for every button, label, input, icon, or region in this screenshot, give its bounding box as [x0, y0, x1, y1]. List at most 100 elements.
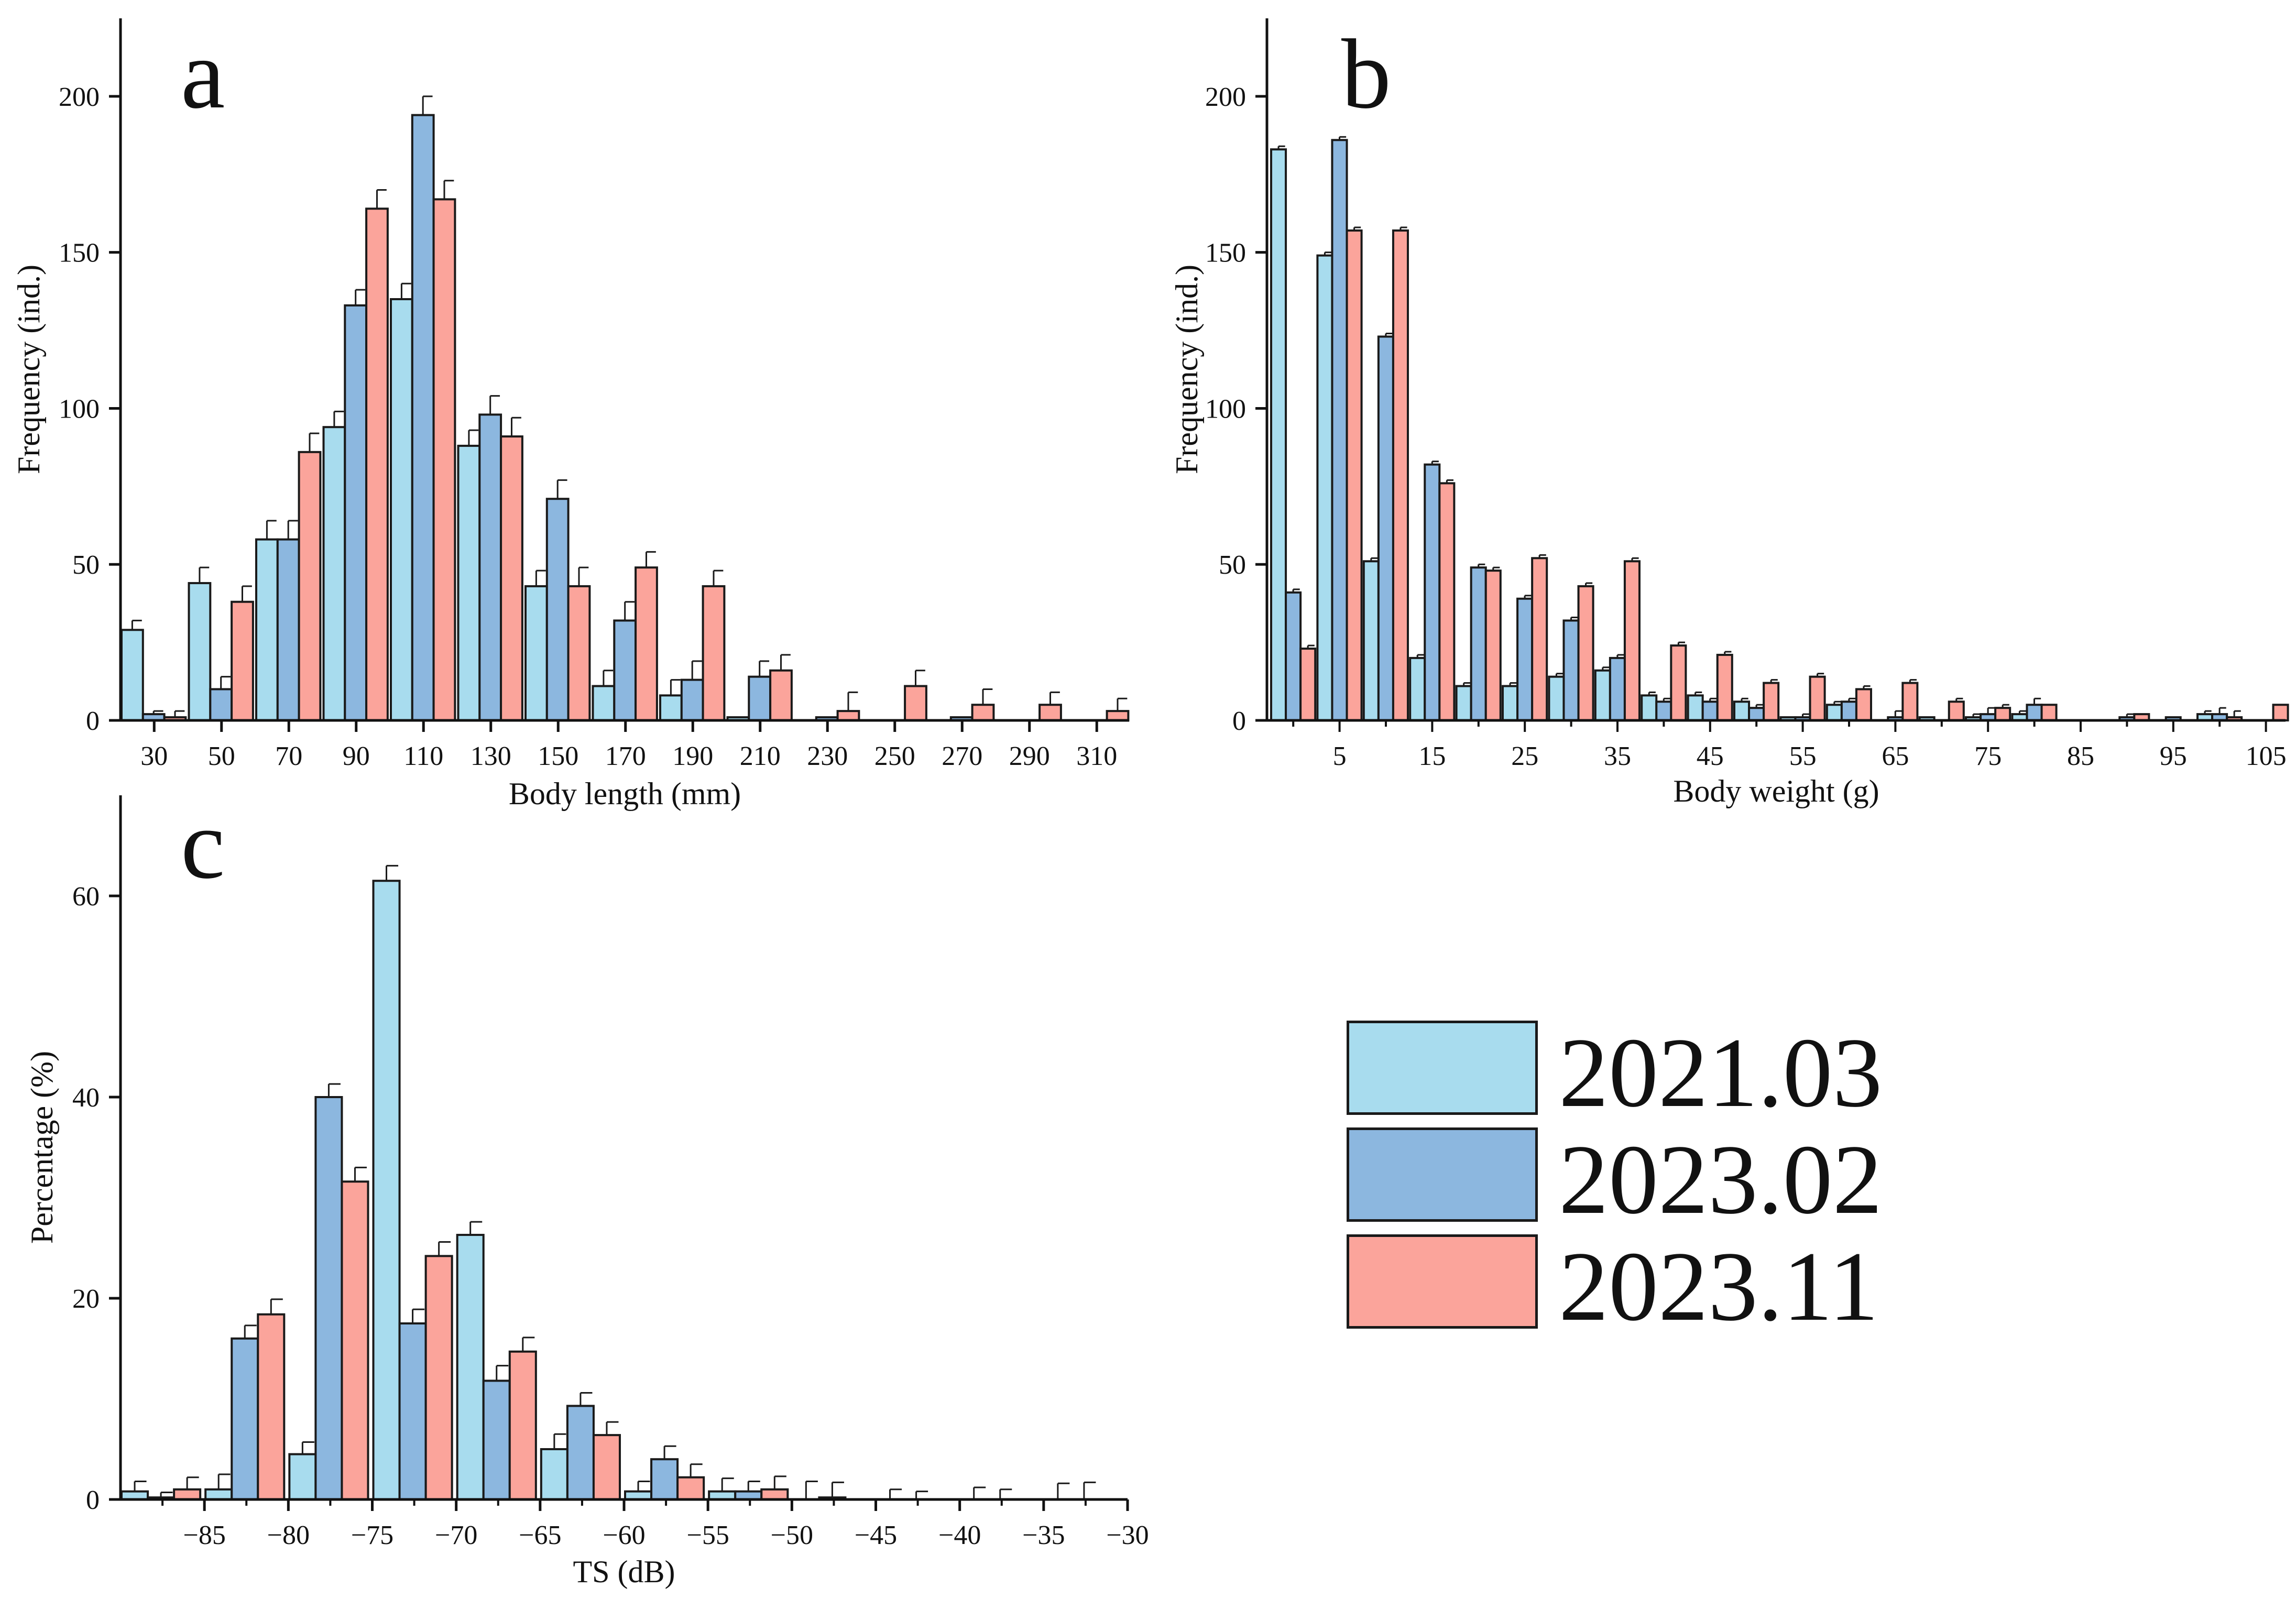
- panel-a: 0 50 100 150 200 30 50 70 90 110 130 150 170 190 210 23…: [12, 18, 1130, 811]
- bar-c-2023-02-4: [482, 1379, 511, 1501]
- bar-b-2023-02-2: [1377, 335, 1394, 721]
- x-tick-label-b-45: 45: [1697, 741, 1724, 771]
- x-tick-label-c-55: −55: [687, 1520, 729, 1550]
- x-tick-label-c-30: −30: [1106, 1520, 1149, 1550]
- bar-b-2021-03-5: [1502, 685, 1519, 721]
- bar-b-2023-02-9: [1701, 700, 1719, 722]
- bar-a-2023-11-1: [231, 600, 254, 721]
- y-tick-label-a-50: 50: [72, 550, 100, 580]
- x-tick-label-a-170: 170: [605, 741, 646, 771]
- legend-swatch-2021-03: [1347, 1021, 1538, 1115]
- bar-a-2023-02-5: [478, 413, 502, 721]
- bar-c-2021-03-4: [456, 1234, 485, 1501]
- bar-a-2021-03-1: [188, 582, 212, 721]
- bar-b-2023-02-5: [1516, 597, 1534, 721]
- y-tick-label-a-100: 100: [59, 394, 100, 424]
- y-tick-label-a-0: 0: [86, 706, 100, 736]
- bar-b-2023-02-7: [1609, 656, 1626, 722]
- bar-c-2021-03-5: [540, 1448, 568, 1501]
- bar-b-2023-11-4: [1484, 569, 1502, 721]
- bar-b-2021-03-12: [1825, 704, 1843, 721]
- bar-c-2023-11-7: [760, 1488, 789, 1501]
- bar-b-2023-11-16: [2040, 704, 2058, 721]
- bar-b-2023-11-5: [1531, 557, 1548, 722]
- x-tick-label-c-50: −50: [771, 1520, 813, 1550]
- x-tick-label-a-30: 30: [140, 741, 168, 771]
- bar-c-2023-11-1: [257, 1313, 286, 1501]
- bar-a-2021-03-5: [457, 444, 481, 721]
- bar-a-2023-02-2: [276, 538, 300, 721]
- panel-label-b: b: [1341, 19, 1391, 129]
- bar-a-2021-03-0: [121, 629, 144, 722]
- bar-b-2021-03-9: [1687, 694, 1704, 722]
- y-axis-title-a: Frequency (ind.): [12, 265, 46, 474]
- bar-a-2021-03-8: [659, 694, 683, 722]
- bar-a-2023-11-9: [769, 669, 793, 721]
- bar-a-2023-11-8: [702, 585, 726, 722]
- panel-b: 0 50 100 150 200 5 15 25 35 45 55 65 75 85 95 105 Body w…: [1169, 18, 2289, 808]
- bar-c-2023-11-5: [592, 1434, 621, 1501]
- bar-b-2021-03-2: [1362, 560, 1380, 722]
- y-tick-label-b-150: 150: [1205, 238, 1246, 268]
- x-tick-label-b-15: 15: [1418, 741, 1446, 771]
- x-tick-label-a-290: 290: [1009, 741, 1050, 771]
- bar-b-2023-02-0: [1285, 591, 1302, 722]
- y-tick-label-b-200: 200: [1205, 82, 1246, 112]
- x-tick-label-a-250: 250: [874, 741, 915, 771]
- bar-a-2021-03-7: [592, 685, 616, 721]
- x-tick-label-a-130: 130: [471, 741, 511, 771]
- x-tick-label-a-90: 90: [343, 741, 370, 771]
- x-tick-label-b-35: 35: [1604, 741, 1631, 771]
- bar-c-2023-02-3: [398, 1322, 427, 1501]
- bar-b-2023-11-7: [1623, 560, 1641, 722]
- y-axis-title-c: Percentage (%): [25, 1051, 59, 1244]
- bar-b-2021-03-6: [1548, 675, 1565, 721]
- x-tick-label-a-70: 70: [275, 741, 302, 771]
- bar-b-2021-03-10: [1733, 700, 1751, 722]
- bar-b-2023-11-3: [1438, 482, 1456, 722]
- bar-b-2023-11-10: [1763, 682, 1780, 721]
- y-tick-label-a-200: 200: [59, 82, 100, 112]
- x-tick-label-b-75: 75: [1974, 741, 2002, 771]
- bar-a-2023-11-11: [904, 685, 927, 721]
- bar-a-2021-03-6: [524, 585, 548, 722]
- bar-c-2021-03-3: [372, 880, 401, 1501]
- x-axis-title-a: Body length (mm): [509, 776, 741, 811]
- bar-c-2023-02-1: [231, 1337, 259, 1501]
- x-tick-label-a-270: 270: [942, 741, 982, 771]
- bar-a-2023-02-4: [411, 114, 435, 722]
- bar-c-2023-02-2: [314, 1096, 343, 1501]
- x-tick-label-c-75: −75: [351, 1520, 393, 1550]
- bar-b-2023-11-0: [1299, 648, 1317, 721]
- legend-label-2023-02: 2023.02: [1559, 1125, 1883, 1235]
- bar-c-2023-02-5: [566, 1405, 595, 1501]
- x-tick-label-c-80: −80: [267, 1520, 310, 1550]
- bar-b-2023-11-9: [1716, 653, 1733, 722]
- legend-label-2023-11: 2023.11: [1559, 1232, 1879, 1342]
- bar-b-2023-11-2: [1392, 229, 1409, 721]
- bar-b-2021-03-0: [1270, 148, 1287, 722]
- x-tick-label-b-55: 55: [1789, 741, 1817, 771]
- bar-a-2023-11-5: [500, 435, 523, 721]
- bar-c-2021-03-1: [204, 1488, 233, 1501]
- bar-a-2023-02-6: [545, 498, 570, 722]
- bar-a-2023-11-6: [567, 585, 591, 722]
- bar-b-2023-02-6: [1562, 619, 1580, 722]
- bar-a-2023-02-3: [344, 304, 368, 721]
- bar-a-2023-02-8: [680, 678, 704, 721]
- x-tick-label-c-70: −70: [435, 1520, 477, 1550]
- bar-c-2023-11-3: [424, 1255, 453, 1501]
- bar-a-2021-03-2: [255, 538, 279, 721]
- bar-a-2023-11-2: [298, 451, 322, 721]
- bar-b-2023-11-11: [1809, 675, 1826, 721]
- x-tick-label-b-95: 95: [2160, 741, 2187, 771]
- x-tick-label-c-40: −40: [938, 1520, 981, 1550]
- x-tick-label-c-85: −85: [183, 1520, 226, 1550]
- bar-b-2023-11-1: [1346, 229, 1363, 721]
- x-tick-label-a-190: 190: [672, 741, 713, 771]
- bar-b-2021-03-4: [1455, 685, 1472, 721]
- y-tick-label-b-0: 0: [1232, 706, 1246, 736]
- bar-b-2023-11-8: [1670, 644, 1687, 721]
- bar-b-2023-11-13: [1901, 682, 1919, 721]
- x-tick-label-c-35: −35: [1022, 1520, 1065, 1550]
